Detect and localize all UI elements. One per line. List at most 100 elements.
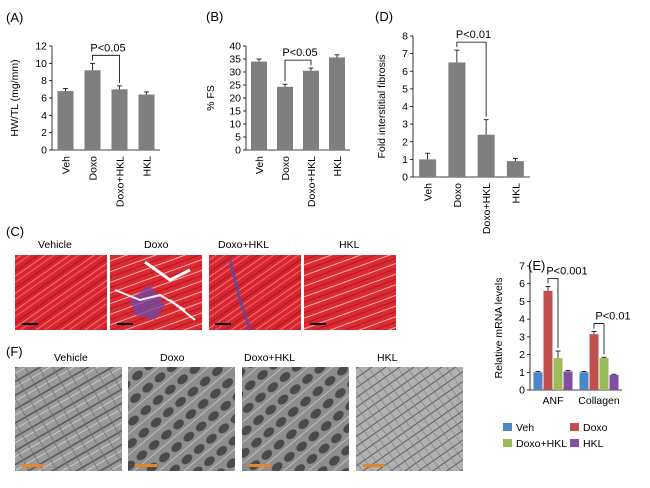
histology-images: Vehicle Doxo Doxo+HKL HKL: [15, 239, 396, 331]
significance-label-d: P<0.01: [456, 29, 491, 41]
y-axis-title-b: % FS: [205, 85, 217, 111]
y-tick-label-e: 5: [519, 296, 525, 308]
bar-d: [477, 134, 495, 177]
legend-swatch-doxo: [570, 423, 579, 431]
legend-label-veh: Veh: [516, 422, 534, 434]
y-tick-label-b: 30: [229, 67, 241, 79]
bar-a: [84, 70, 101, 150]
scale-bar-c1: [22, 323, 38, 325]
y-tick-label-b: 25: [229, 80, 241, 92]
y-tick-label-b: 35: [229, 54, 241, 66]
bar-d: [419, 159, 437, 177]
category-label-e: ANF: [543, 395, 564, 407]
panel-label-e: (E): [528, 258, 545, 273]
significance-bracket-b: [284, 59, 312, 82]
bar-e-veh: [579, 372, 589, 390]
category-label-b: Doxo+HKL: [306, 156, 318, 207]
histology-image-vehicle: [15, 255, 107, 330]
significance-label-e: P<0.001: [546, 265, 587, 277]
y-tick-label-b: 10: [229, 119, 241, 131]
panel-label-d: (D): [375, 9, 393, 24]
y-tick-label-a: 0: [41, 145, 47, 157]
y-tick-label-d: 4: [402, 101, 408, 113]
category-label-d: Doxo+HKL: [481, 183, 493, 234]
chart-e: 0 1 2 3 4 5 6 7 Relative mRNA levels ANF Collagen P…: [493, 261, 631, 408]
significance-bracket-a: [92, 54, 120, 83]
y-tick-label-a: 2: [41, 127, 47, 139]
em-image-hkl: [356, 367, 463, 471]
category-label-a: Doxo: [88, 156, 100, 181]
y-tick-label-a: 12: [35, 41, 47, 53]
y-tick-label-d: 3: [402, 119, 408, 131]
legend-e: Veh Doxo+HKL Doxo HKL: [503, 422, 608, 450]
category-label-d: Doxo: [452, 183, 464, 208]
em-image-doxo: [128, 367, 235, 471]
y-tick-label-b: 20: [229, 93, 241, 105]
y-tick-label-b: 40: [229, 41, 241, 53]
category-label-a: Veh: [61, 156, 73, 174]
legend-label-hkl: HKL: [583, 438, 604, 450]
histology-title-hkl: HKL: [339, 239, 360, 251]
histology-image-doxo: [110, 255, 202, 330]
bar-b: [251, 61, 267, 150]
em-title-doxo: Doxo: [160, 352, 185, 364]
significance-bracket-e: [547, 277, 559, 349]
histology-image-hkl: [304, 255, 396, 330]
y-tick-label-e: 0: [519, 385, 525, 397]
em-title-hkl: HKL: [377, 352, 398, 364]
y-tick-label-d: 6: [402, 66, 408, 78]
histology-image-doxo-hkl: [209, 255, 301, 331]
category-label-e: Collagen: [578, 395, 620, 407]
bar-a: [57, 91, 74, 150]
y-tick-label-a: 6: [41, 93, 47, 105]
y-tick-label-e: 6: [519, 278, 525, 290]
legend-swatch-veh: [503, 423, 512, 431]
category-label-b: Doxo: [280, 156, 292, 181]
category-label-b: HKL: [332, 156, 344, 177]
histology-title-vehicle: Vehicle: [38, 239, 72, 251]
bar-a: [138, 94, 155, 150]
y-tick-label-e: 4: [519, 314, 525, 326]
bar-b: [329, 57, 345, 150]
y-tick-label-e: 3: [519, 331, 525, 343]
significance-bracket-e: [593, 323, 605, 355]
bar-b: [277, 86, 293, 150]
panel-label-a: (A): [6, 10, 23, 25]
bar-e-hkl: [563, 371, 573, 390]
y-tick-label-a: 8: [41, 75, 47, 87]
y-tick-label-d: 0: [402, 172, 408, 184]
category-label-a: HKL: [142, 156, 154, 177]
y-tick-label-d: 7: [402, 48, 408, 60]
y-axis-title-e: Relative mRNA levels: [493, 278, 505, 379]
category-label-b: Veh: [254, 156, 266, 174]
em-title-vehicle: Vehicle: [54, 352, 88, 364]
bar-e-veh: [533, 372, 543, 390]
y-axis-title-a: HW/TL (mg/mm): [9, 59, 21, 136]
bar-e-doxo-hkl: [599, 358, 609, 390]
y-axis-title-d: Fold interstitial fibrosis: [376, 55, 388, 159]
bar-e-doxo: [543, 290, 553, 390]
panel-label-c: (C): [6, 224, 24, 239]
histology-title-doxo-hkl: Doxo+HKL: [218, 239, 269, 251]
y-tick-label-e: 1: [519, 367, 525, 379]
bar-e-doxo-hkl: [553, 358, 563, 390]
em-images: Vehicle Doxo Doxo+HKL HKL: [15, 352, 463, 471]
panel-label-b: (B): [206, 9, 223, 24]
bar-d: [506, 161, 524, 177]
category-label-d: HKL: [510, 183, 522, 204]
em-image-vehicle: [15, 367, 122, 471]
y-tick-label-d: 5: [402, 83, 408, 95]
significance-label-a: P<0.05: [90, 42, 125, 54]
legend-swatch-doxo-hkl: [503, 439, 512, 447]
legend-label-doxo-hkl: Doxo+HKL: [516, 438, 567, 450]
significance-label-e: P<0.01: [595, 311, 630, 323]
panel-label-f: (F): [6, 344, 23, 359]
em-title-doxo-hkl: Doxo+HKL: [244, 352, 295, 364]
y-tick-label-b: 0: [235, 145, 241, 157]
y-tick-label-d: 2: [402, 136, 408, 148]
chart-d: 0 1 2 3 4 5 6 7 8 Fold interstitial fibrosis Veh Do…: [376, 29, 530, 234]
em-image-doxo-hkl: [242, 367, 349, 471]
bar-a: [111, 89, 128, 150]
